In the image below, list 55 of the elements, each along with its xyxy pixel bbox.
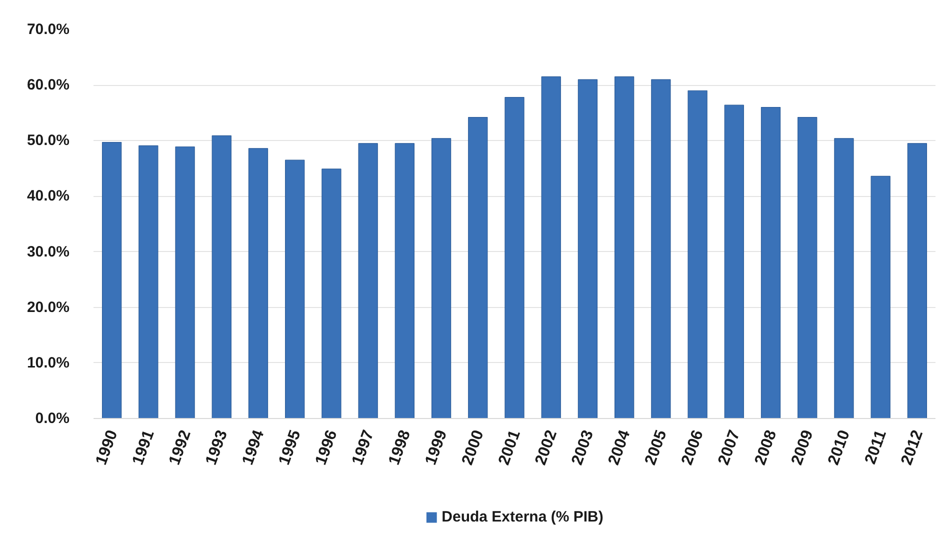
bar — [907, 143, 928, 418]
bar — [614, 76, 634, 418]
bar — [651, 79, 671, 418]
bar — [798, 117, 818, 418]
x-tick-label: 2002 — [532, 428, 561, 468]
x-tick-label: 2004 — [606, 428, 634, 468]
bar — [724, 104, 744, 418]
bar — [248, 148, 268, 418]
bar — [212, 135, 232, 418]
x-tick-label: 2005 — [642, 428, 670, 468]
bar — [578, 79, 598, 418]
bar — [468, 117, 488, 418]
bar — [834, 138, 854, 418]
bar — [504, 96, 524, 418]
x-tick-label: 2008 — [752, 428, 780, 468]
x-tick-label: 1994 — [239, 428, 268, 468]
x-tick-label: 2007 — [715, 428, 744, 468]
x-tick-label: 2012 — [898, 428, 927, 468]
y-tick-label: 20.0% — [26, 298, 70, 316]
x-tick-label: 2011 — [862, 428, 890, 467]
x-tick-label: 2009 — [788, 428, 817, 468]
x-tick-label: 1993 — [202, 428, 232, 468]
x-tick-label: 1991 — [130, 428, 158, 468]
y-tick-label: 50.0% — [26, 132, 70, 150]
y-tick-label: 60.0% — [26, 76, 70, 94]
x-tick-label: 2006 — [678, 428, 707, 468]
x-tick-label: 2010 — [825, 428, 854, 468]
bar — [358, 143, 378, 418]
bar — [760, 107, 781, 418]
x-tick-label: 1990 — [93, 428, 122, 468]
bar — [394, 143, 414, 418]
bar — [138, 145, 158, 418]
x-tick-label: 1997 — [349, 428, 378, 468]
y-tick-label: 40.0% — [26, 188, 70, 205]
y-tick-label: 70.0% — [26, 21, 70, 38]
x-tick-label: 2000 — [459, 428, 488, 468]
legend-label: Deuda Externa (% PIB) — [442, 508, 604, 526]
x-tick-label: 1998 — [386, 428, 414, 468]
y-tick-label: 10.0% — [26, 354, 70, 372]
bar — [431, 138, 452, 418]
bar — [870, 176, 890, 418]
bar — [175, 146, 195, 418]
x-tick-label: 1996 — [312, 428, 341, 468]
bar — [541, 76, 561, 418]
y-tick-label: 0.0% — [35, 410, 70, 427]
x-tick-label: 1995 — [276, 428, 304, 468]
x-tick-label: 2003 — [568, 428, 598, 468]
bar — [322, 168, 342, 418]
x-tick-label: 2001 — [496, 428, 524, 468]
y-tick-label: 30.0% — [26, 243, 70, 260]
bar — [688, 90, 708, 418]
x-tick-label: 1999 — [422, 428, 451, 468]
bar — [102, 142, 122, 418]
bar — [285, 160, 305, 418]
x-tick-label: 1992 — [166, 428, 194, 468]
